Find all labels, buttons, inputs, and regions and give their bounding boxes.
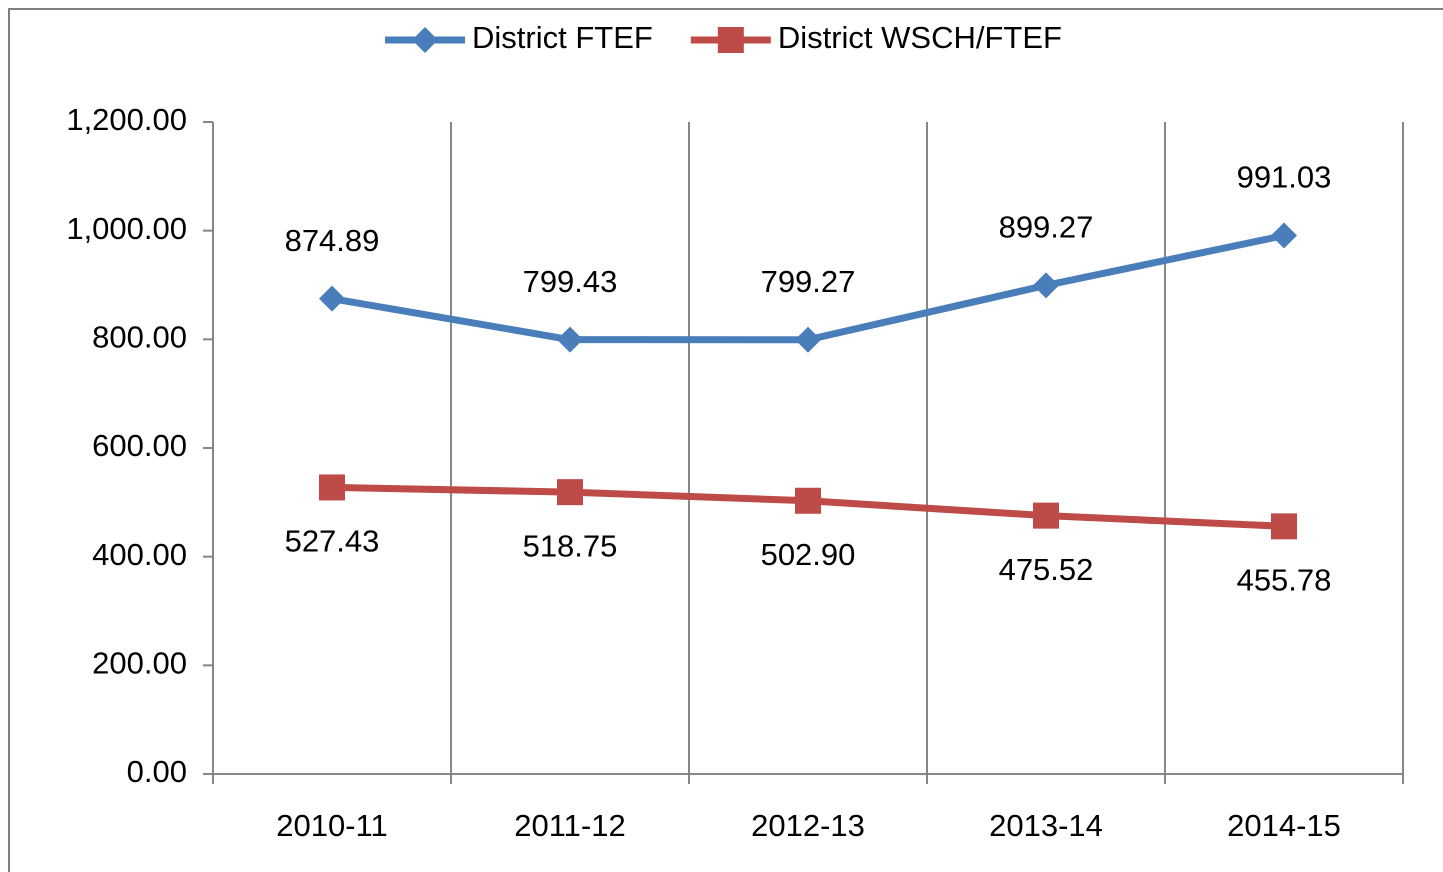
marker (557, 479, 583, 506)
legend-label: District WSCH/FTEF (778, 20, 1062, 55)
y-tick-label: 200.00 (92, 646, 187, 681)
data-label: 799.27 (761, 264, 856, 299)
marker (795, 326, 821, 353)
y-tick-label: 800.00 (92, 320, 187, 355)
marker (1271, 513, 1297, 540)
marker (319, 285, 345, 312)
x-tick-label: 2013-14 (989, 808, 1103, 843)
marker (795, 487, 821, 514)
y-tick-label: 400.00 (92, 537, 187, 572)
marker (557, 326, 583, 353)
chart-border (8, 8, 1443, 872)
x-tick-label: 2014-15 (1227, 808, 1341, 843)
x-tick-label: 2011-12 (514, 808, 625, 843)
marker (1271, 222, 1297, 249)
data-label: 475.52 (999, 552, 1094, 587)
data-label: 874.89 (285, 223, 380, 258)
marker (717, 27, 744, 53)
y-tick-label: 0.00 (127, 754, 187, 789)
marker (319, 474, 345, 501)
y-tick-label: 600.00 (92, 428, 187, 463)
data-label: 799.43 (523, 264, 618, 299)
legend-label: District FTEF (472, 20, 653, 55)
y-tick-label: 1,000.00 (66, 211, 187, 246)
data-label: 502.90 (761, 537, 856, 572)
data-label: 527.43 (285, 524, 380, 559)
y-tick-label: 1,200.00 (66, 102, 187, 137)
data-label: 518.75 (523, 528, 618, 563)
x-tick-label: 2012-13 (751, 808, 865, 843)
marker (1033, 272, 1059, 299)
x-tick-label: 2010-11 (276, 808, 387, 843)
data-label: 991.03 (1237, 160, 1332, 195)
marker (1033, 502, 1059, 529)
data-label: 455.78 (1237, 563, 1332, 598)
data-label: 899.27 (999, 210, 1094, 245)
marker (412, 27, 438, 53)
